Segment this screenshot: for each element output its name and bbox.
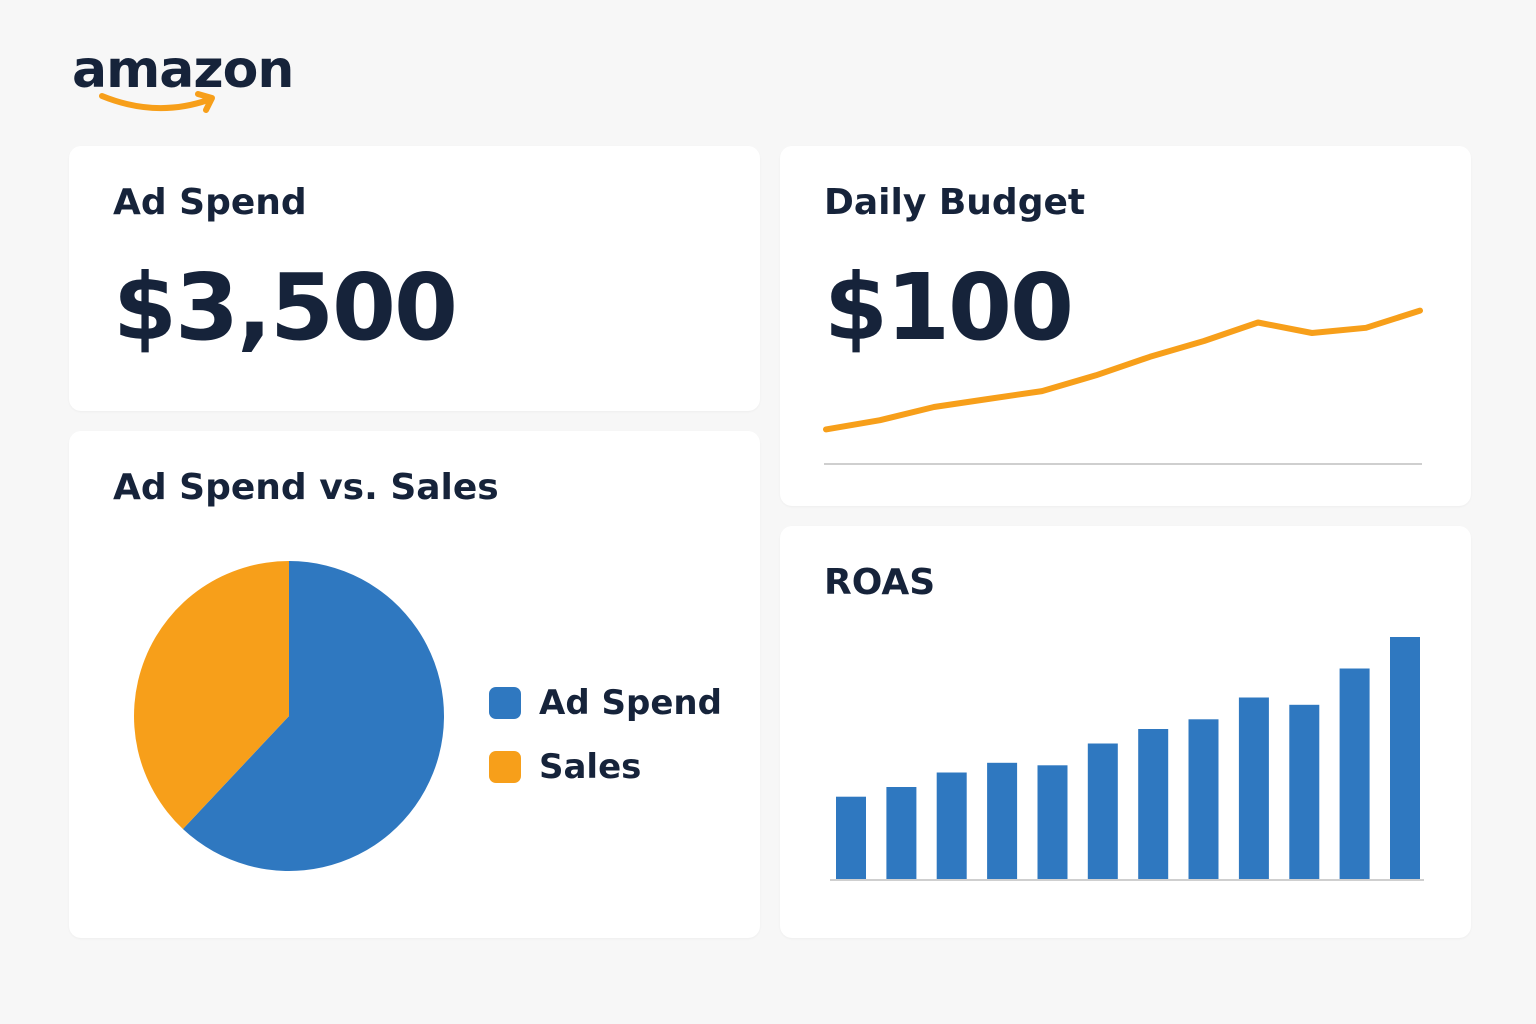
legend-label: Sales [539,747,642,787]
ad-spend-card: Ad Spend $3,500 [69,146,760,411]
pie-slice-ad-spend [182,561,445,871]
budget-series-line [823,307,1423,433]
daily-budget-line-chart [823,307,1423,465]
daily-budget-value: $100 [824,254,1074,361]
daily-budget-title: Daily Budget [824,182,1086,223]
roas-bar [1087,743,1118,879]
roas-bar [1390,637,1420,879]
roas-bar [1188,719,1219,879]
smile-arrow-icon [99,91,215,113]
pie-legend: Ad Spend Sales [489,671,722,799]
roas-bar [936,772,967,879]
legend-item: Ad Spend [489,671,722,735]
roas-bar [1238,697,1269,879]
roas-bar [1037,765,1068,879]
roas-bar [886,787,917,879]
roas-bar [1339,668,1370,879]
pie-chart [134,561,445,871]
amazon-logo: amazon [72,40,302,120]
roas-title: ROAS [824,562,936,603]
logo-text: amazon [72,40,294,100]
roas-bar [987,762,1018,879]
roas-card: ROAS [780,526,1471,938]
legend-swatch [489,751,521,783]
pie-chart-title: Ad Spend vs. Sales [113,467,499,508]
roas-bar [1138,729,1169,879]
daily-budget-card: Daily Budget $100 [780,146,1471,506]
legend-swatch [489,687,521,719]
pie-chart-card: Ad Spend vs. Sales Ad Spend Sales [69,431,760,938]
roas-bar [1289,704,1320,879]
legend-item: Sales [489,735,722,799]
roas-bar-chart [830,637,1424,881]
ad-spend-value: $3,500 [113,254,458,361]
roas-bar [836,796,866,879]
pie-slice-sales [134,561,289,829]
legend-label: Ad Spend [539,683,722,723]
ad-spend-title: Ad Spend [113,182,307,223]
